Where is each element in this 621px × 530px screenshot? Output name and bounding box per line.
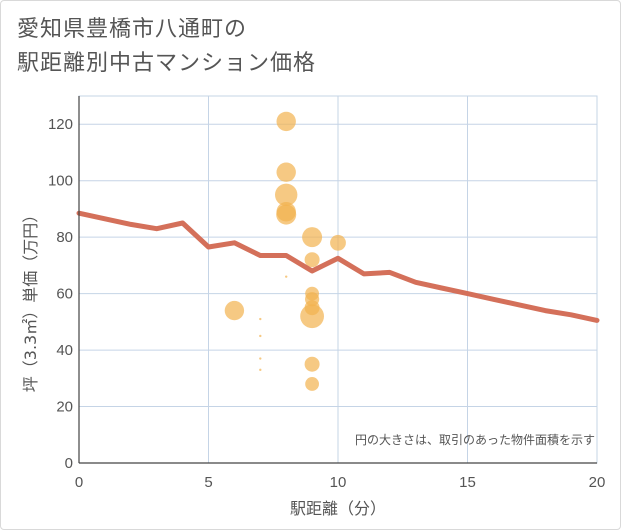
y-tick-label: 100 <box>48 173 73 190</box>
data-bubble <box>285 275 288 278</box>
data-bubble <box>275 183 298 207</box>
y-axis-title: 坪（3.3㎡）単価（万円） <box>21 207 40 392</box>
x-tick-label: 0 <box>75 474 83 491</box>
x-tick-label: 10 <box>330 474 347 491</box>
trend-line <box>76 210 600 323</box>
x-axis-title: 駅距離（分） <box>290 499 386 518</box>
data-bubble <box>259 368 262 372</box>
data-bubble <box>276 111 296 132</box>
data-bubble <box>304 356 320 372</box>
data-bubble <box>304 252 320 268</box>
title-line-2: 駅距離別中古マンション価格 <box>17 51 317 76</box>
bubble-series <box>224 111 346 391</box>
y-tick-label: 80 <box>56 229 73 246</box>
y-tick-label: 40 <box>56 342 73 359</box>
tick-labels: 0 5 10 15 20 0 20 40 60 80 100 120 <box>48 116 605 491</box>
axes <box>78 96 597 464</box>
data-bubble <box>276 204 297 225</box>
grid-lines <box>78 95 598 464</box>
chart-title: 愛知県豊橋市八通町の 駅距離別中古マンション価格 <box>17 13 577 81</box>
trend-line-group <box>76 210 600 323</box>
y-tick-label: 0 <box>65 455 73 472</box>
data-bubble <box>302 227 323 248</box>
x-tick-label: 15 <box>459 474 476 491</box>
size-note: 円の大きさは、取引のあった物件面積を示す <box>355 432 595 447</box>
x-tick-label: 5 <box>204 474 212 491</box>
data-bubble <box>259 317 262 321</box>
data-bubble <box>276 162 296 182</box>
data-bubble <box>259 357 262 360</box>
data-bubble <box>224 300 245 321</box>
y-tick-label: 60 <box>56 286 73 303</box>
data-bubble <box>305 377 319 391</box>
data-bubble <box>300 304 324 329</box>
y-tick-label: 20 <box>56 399 73 416</box>
title-line-1: 愛知県豊橋市八通町の <box>17 17 248 42</box>
x-tick-label: 20 <box>589 474 606 491</box>
data-bubble <box>330 234 346 251</box>
data-bubble <box>259 334 262 338</box>
y-tick-label: 120 <box>48 116 73 133</box>
